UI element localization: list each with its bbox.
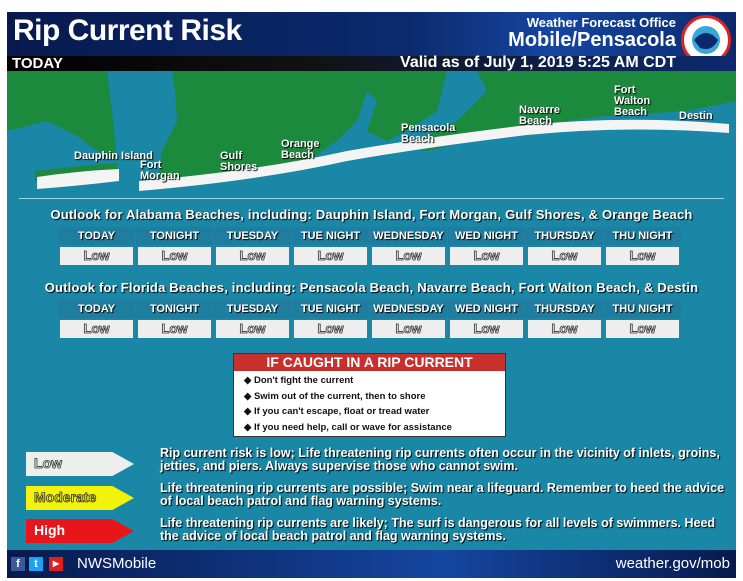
risk-cell: Low — [606, 247, 679, 265]
legend-label: Moderate — [34, 489, 97, 506]
page-title: Rip Current Risk — [13, 14, 242, 47]
coast-map: Dauphin Island Fort Morgan Gulf Shores O… — [7, 71, 736, 197]
safety-item: ◆ Swim out of the current, then to shore — [244, 390, 426, 402]
header: Rip Current Risk Weather Forecast Office… — [7, 12, 736, 65]
footer: f t ▶ NWSMobile weather.gov/mob — [7, 550, 736, 578]
safety-item: ◆ If you need help, call or wave for ass… — [244, 421, 452, 433]
period-header: TODAY — [58, 227, 135, 245]
period-label: TODAY — [12, 55, 63, 72]
place-label: Dauphin Island — [74, 150, 153, 162]
period-header: THU NIGHT — [604, 300, 681, 318]
legend-moderate-arrow: Moderate — [26, 486, 134, 510]
safety-item: ◆ If you can't escape, float or tread wa… — [244, 406, 430, 417]
risk-cell: Low — [372, 247, 445, 265]
youtube-icon[interactable]: ▶ — [49, 557, 63, 571]
risk-cell: Low — [60, 320, 133, 338]
period-header: TUESDAY — [214, 300, 291, 318]
safety-item-text: If you need help, call or wave for assis… — [253, 421, 452, 433]
legend-high-text: Life threatening rip currents are likely… — [160, 516, 716, 543]
risk-cell: Low — [294, 247, 367, 265]
risk-cell: Low — [528, 247, 601, 265]
place-label: Destin — [679, 110, 713, 122]
risk-cell: Low — [528, 320, 601, 338]
safety-item-text: If you can't escape, float or tread wate… — [253, 406, 430, 417]
legend-label: Low — [34, 455, 63, 472]
period-header: WEDNESDAY — [370, 227, 447, 245]
period-header: THU NIGHT — [604, 227, 681, 245]
risk-cell: Low — [294, 320, 367, 338]
place-label: Pensacola Beach — [401, 122, 456, 145]
period-header: TUE NIGHT — [292, 227, 369, 245]
safety-item: ◆ Don't fight the current — [244, 375, 354, 386]
office-name: Mobile/Pensacola — [508, 29, 676, 51]
period-header: WED NIGHT — [448, 227, 525, 245]
safety-box-title: IF CAUGHT IN A RIP CURRENT — [234, 354, 505, 371]
legend-moderate-text: Life threatening rip currents are possib… — [160, 481, 725, 508]
risk-cell: Low — [138, 320, 211, 338]
risk-cell: Low — [372, 320, 445, 338]
valid-time: Valid as of July 1, 2019 5:25 AM CDT — [400, 54, 676, 71]
risk-cell: Low — [450, 320, 523, 338]
period-header: THURSDAY — [526, 227, 603, 245]
period-header: TUESDAY — [214, 227, 291, 245]
legend-low-arrow: Low — [26, 452, 134, 476]
office-label: Weather Forecast Office — [526, 15, 676, 30]
place-label: Fort Walton Beach — [614, 84, 651, 118]
period-header: TONIGHT — [136, 227, 213, 245]
risk-cell: Low — [216, 247, 289, 265]
safety-item-text: Swim out of the current, then to shore — [253, 390, 426, 402]
divider — [19, 198, 724, 199]
social-handle[interactable]: NWSMobile — [77, 555, 157, 572]
safety-item-text: Don't fight the current — [253, 375, 354, 386]
rip-current-graphic: Rip Current Risk Weather Forecast Office… — [7, 12, 736, 578]
period-header: TODAY — [58, 300, 135, 318]
rip-current-safety-box: IF CAUGHT IN A RIP CURRENT ◆ Don't fight… — [233, 353, 506, 437]
risk-cell: Low — [606, 320, 679, 338]
florida-forecast-table: TODAY TONIGHT TUESDAY TUE NIGHT WEDNESDAY WED… — [58, 300, 681, 338]
period-header: TONIGHT — [136, 300, 213, 318]
alabama-heading: Outlook for Alabama Beaches, including: … — [50, 207, 693, 222]
legend-label: High — [34, 522, 66, 538]
place-label: Orange Beach — [281, 138, 320, 161]
risk-cell: Low — [216, 320, 289, 338]
period-header: WEDNESDAY — [370, 300, 447, 318]
period-header: WED NIGHT — [448, 300, 525, 318]
place-label: Gulf Shores — [220, 150, 258, 173]
legend-high-arrow: High — [26, 519, 134, 543]
period-header: THURSDAY — [526, 300, 603, 318]
risk-cell: Low — [60, 247, 133, 265]
alabama-forecast-table: TODAY TONIGHT TUESDAY TUE NIGHT WEDNESDAY WED… — [58, 227, 681, 265]
risk-cell: Low — [138, 247, 211, 265]
facebook-icon[interactable]: f — [11, 557, 25, 571]
twitter-icon[interactable]: t — [29, 557, 43, 571]
place-label: Navarre Beach — [519, 104, 560, 127]
website-link[interactable]: weather.gov/mob — [615, 555, 730, 572]
period-header: TUE NIGHT — [292, 300, 369, 318]
florida-heading: Outlook for Florida Beaches, including: … — [44, 280, 699, 295]
risk-cell: Low — [450, 247, 523, 265]
place-label: Fort Morgan — [140, 159, 180, 182]
legend-low-text: Rip current risk is low; Life threatenin… — [160, 446, 720, 473]
period-bar: TODAY — [7, 55, 736, 72]
